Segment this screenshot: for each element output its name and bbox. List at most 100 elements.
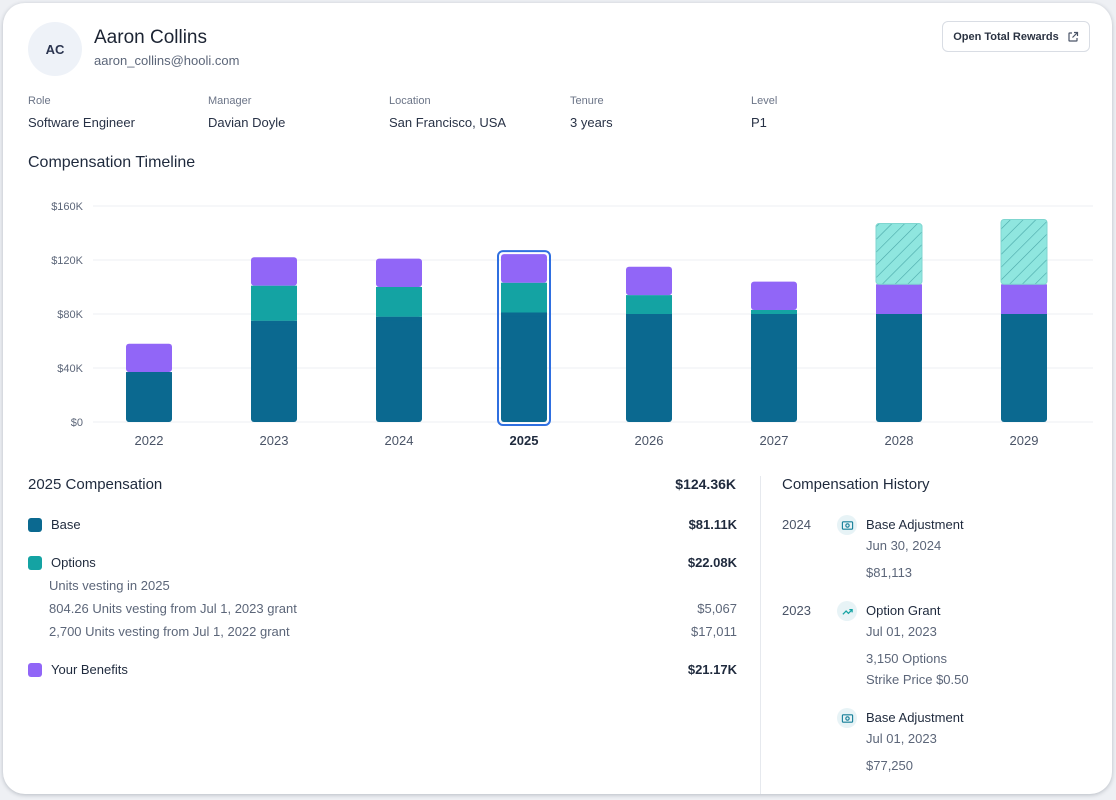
bar-segment-benefits[interactable] [126,343,172,373]
projected-outline [875,223,923,285]
open-total-rewards-label: Open Total Rewards [953,30,1059,43]
x-tick-label: 2025 [510,433,539,448]
bar-segment-base[interactable] [251,320,297,422]
open-total-rewards-button[interactable]: Open Total Rewards [942,21,1090,52]
bar-segment-benefits[interactable] [376,258,422,287]
base-amount: $81.11K [688,517,737,532]
external-link-icon [1068,31,1078,42]
history-entry-detail: Strike Price $0.50 [866,672,969,687]
vesting-label: 804.26 Units vesting from Jul 1, 2023 gr… [49,601,297,616]
bar-segment-base-edge [626,314,672,318]
info-location-label: Location [389,95,431,107]
bar-segment-base-edge [751,314,797,318]
info-tenure-value: 3 years [570,115,613,130]
bar-segment-base-edge [376,316,422,321]
bar-segment-benefits[interactable] [751,281,797,310]
history-title: Compensation History [782,476,930,493]
base-swatch [28,517,42,532]
bar-segment-base[interactable] [376,316,422,422]
bar-segment-base[interactable] [876,314,922,422]
selected-bar-outline [497,250,551,426]
benefits-swatch [28,662,42,677]
history-entry-title: Base Adjustment [866,517,964,532]
x-tick-label: 2024 [385,433,414,448]
info-tenure: Tenure 3 years [570,95,613,130]
comp-row-benefits: Your Benefits $21.17K [28,662,737,677]
bar-segment-benefits[interactable] [1001,284,1047,314]
bar-segment-base-edge [126,372,172,377]
y-tick-label: $120K [51,255,83,267]
history-entry-date: Jul 01, 2023 [866,624,937,639]
x-tick-label: 2023 [260,433,289,448]
money-icon [837,515,857,535]
info-role: Role Software Engineer [28,95,135,130]
timeline-title: Compensation Timeline [28,154,196,171]
benefits-amount: $21.17K [687,662,737,677]
base-label: Base [51,517,81,532]
options-label: Options [51,555,96,570]
bar-segment-projected[interactable] [876,223,922,285]
x-tick-label: 2029 [1010,433,1039,448]
trend-up-icon [837,601,857,621]
employee-card: AC Aaron Collins aaron_collins@hooli.com… [3,3,1112,794]
info-level-label: Level [751,95,778,107]
y-tick-label: $160K [51,201,83,213]
bar-segment-options[interactable] [501,282,547,313]
bar-segment-benefits[interactable] [251,257,297,286]
history-entry-date: Jun 30, 2024 [866,538,942,553]
employee-email: aaron_collins@hooli.com [94,53,240,68]
comp-row-options: Options $22.08K [28,555,737,570]
info-manager: Manager Davian Doyle [208,95,285,130]
bar-segment-base-edge [501,312,547,317]
compensation-timeline-chart: $0 $40K $80K $120K $160K 2022 2023 2024 2025 2026… [51,201,1093,448]
history-entry-title: Base Adjustment [866,710,964,725]
avatar: AC [28,22,82,76]
bar-segment-options[interactable] [751,309,797,314]
bar-segment-benefits[interactable] [876,284,922,314]
info-manager-value: Davian Doyle [208,115,286,130]
bar-segment-projected[interactable] [1001,219,1047,285]
bar-segment-base[interactable] [1001,314,1047,422]
bar-segment-options[interactable] [251,285,297,321]
history-year: 2024 [782,517,811,532]
options-amount: $22.08K [687,555,737,570]
projected-outline [1000,219,1048,285]
bar-segment-benefits[interactable] [501,254,547,283]
y-tick-label: $40K [57,363,83,375]
bar-segment-base-edge [1001,314,1047,318]
benefits-label: Your Benefits [51,662,128,677]
bar-segment-base[interactable] [751,314,797,422]
info-level-value: P1 [751,115,767,130]
bar-segment-base[interactable] [626,314,672,422]
history-entry-detail: $77,250 [866,758,913,773]
comp-breakdown-total: $124.36K [675,476,736,492]
vesting-amount: $17,011 [690,624,737,639]
vesting-heading-text: Units vesting in 2025 [49,578,170,593]
history-entry-detail: $81,113 [866,565,913,580]
vesting-row: 804.26 Units vesting from Jul 1, 2023 gr… [49,601,737,616]
employee-name: Aaron Collins [94,27,207,48]
info-role-value: Software Engineer [28,115,135,130]
info-manager-label: Manager [208,95,252,107]
x-tick-label: 2022 [135,433,164,448]
info-level: Level P1 [751,95,777,130]
bar-segment-base[interactable] [501,312,547,422]
bar-segment-options[interactable] [626,295,672,314]
info-role-label: Role [28,95,51,107]
bar-segment-options[interactable] [376,287,422,317]
history-year: 2023 [782,603,811,618]
x-tick-label: 2027 [760,433,789,448]
y-tick-label: $0 [71,417,83,429]
vesting-amount: $5,067 [697,601,737,616]
info-location: Location San Francisco, USA [389,95,506,130]
vesting-label: 2,700 Units vesting from Jul 1, 2022 gra… [49,624,290,639]
history-entry-title: Option Grant [866,603,941,618]
x-tick-label: 2028 [885,433,914,448]
history-entry-detail: 3,150 Options [866,651,947,666]
bar-segment-benefits[interactable] [626,266,672,296]
info-location-value: San Francisco, USA [389,115,507,130]
comp-row-base: Base $81.11K [28,517,737,532]
vesting-row: 2,700 Units vesting from Jul 1, 2022 gra… [49,624,737,639]
bar-segment-base[interactable] [126,372,172,422]
section-divider [760,476,761,794]
